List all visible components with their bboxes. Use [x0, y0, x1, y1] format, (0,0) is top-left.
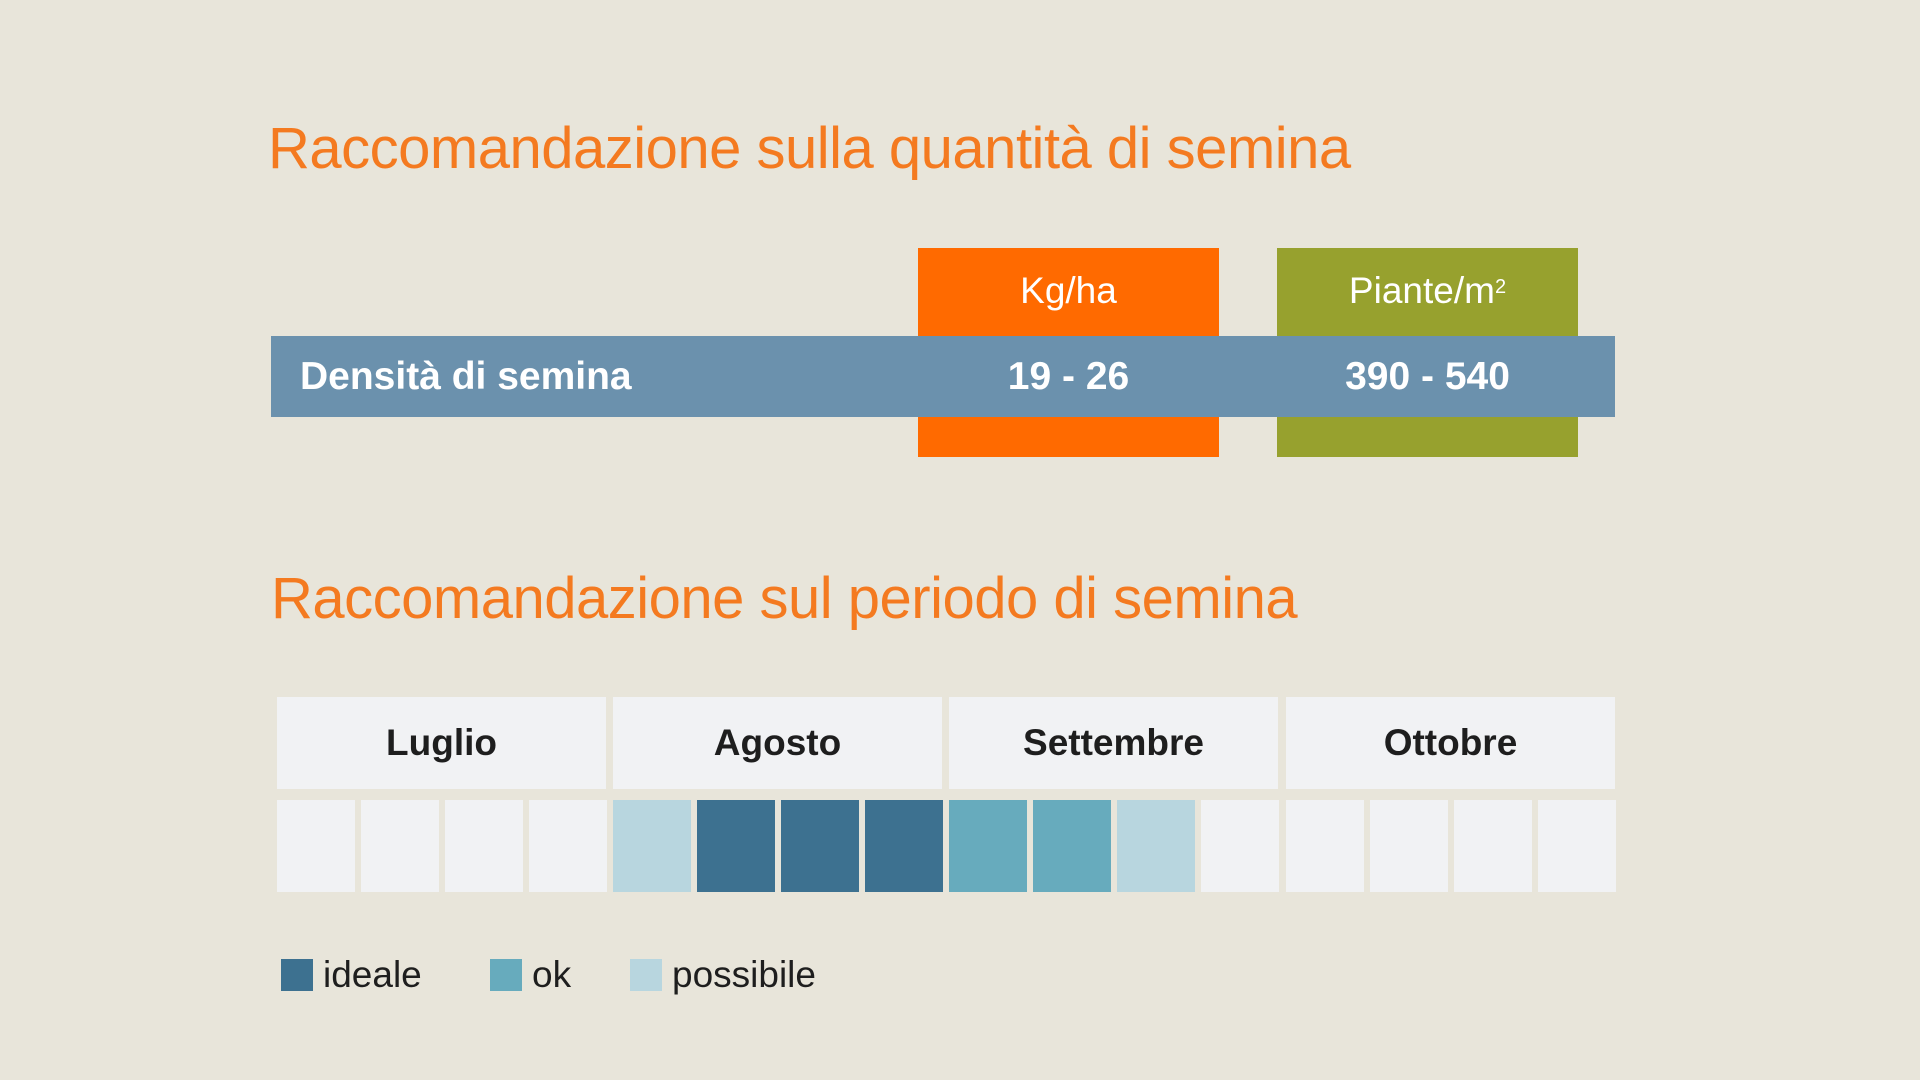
period-section-title: Raccomandazione sul periodo di semina [271, 566, 1298, 631]
week-cell-none [529, 800, 607, 892]
week-cell-possibile [1117, 800, 1195, 892]
kg-ha-header-label: Kg/ha [1020, 270, 1117, 311]
week-cell-none [1201, 800, 1279, 892]
legend-item-ok: ok [490, 954, 572, 995]
week-cell-ideale [865, 800, 943, 892]
piante-header-label: Piante/m [1348, 270, 1495, 311]
week-cell-none [1538, 800, 1616, 892]
week-cell-ideale [697, 800, 775, 892]
month-ottobre: Ottobre [1286, 697, 1615, 789]
week-cell-ok [1033, 800, 1111, 892]
legend-item-possibile: possibile [630, 954, 816, 995]
month-luglio: Luglio [277, 697, 606, 789]
legend-swatch-possibile [630, 959, 662, 991]
week-cell-none [361, 800, 439, 892]
density-row: Densità di semina 19 - 26 390 - 540 [271, 336, 1615, 417]
week-cell-none [445, 800, 523, 892]
month-agosto: Agosto [613, 697, 942, 789]
legend-swatch-ideale [281, 959, 313, 991]
legend-swatch-ok [490, 959, 522, 991]
week-cell-none [1370, 800, 1448, 892]
legend-label-ok: ok [532, 954, 572, 995]
legend-label-ideale: ideale [323, 954, 422, 995]
legend-label-possibile: possibile [672, 954, 816, 995]
week-cell-none [1454, 800, 1532, 892]
kg-ha-column-header: Kg/ha [918, 248, 1219, 334]
week-cell-possibile [613, 800, 691, 892]
week-cell-ideale [781, 800, 859, 892]
month-settembre: Settembre [949, 697, 1278, 789]
density-kg-value: 19 - 26 [1007, 354, 1130, 398]
quantity-section-title: Raccomandazione sulla quantità di semina [268, 116, 1351, 181]
week-cell-ok [949, 800, 1027, 892]
density-piante-value: 390 - 540 [1345, 354, 1510, 398]
week-cell-none [277, 800, 355, 892]
month-header-row: Luglio Agosto Settembre Ottobre [277, 697, 1615, 789]
week-cells-row [277, 800, 1616, 892]
week-cell-none [1286, 800, 1364, 892]
density-row-label: Densità di semina [300, 354, 632, 398]
legend-item-ideale: ideale [281, 954, 422, 995]
piante-m2-column-header: Piante/m 2 [1277, 248, 1578, 334]
piante-header-superscript: 2 [1494, 275, 1507, 298]
